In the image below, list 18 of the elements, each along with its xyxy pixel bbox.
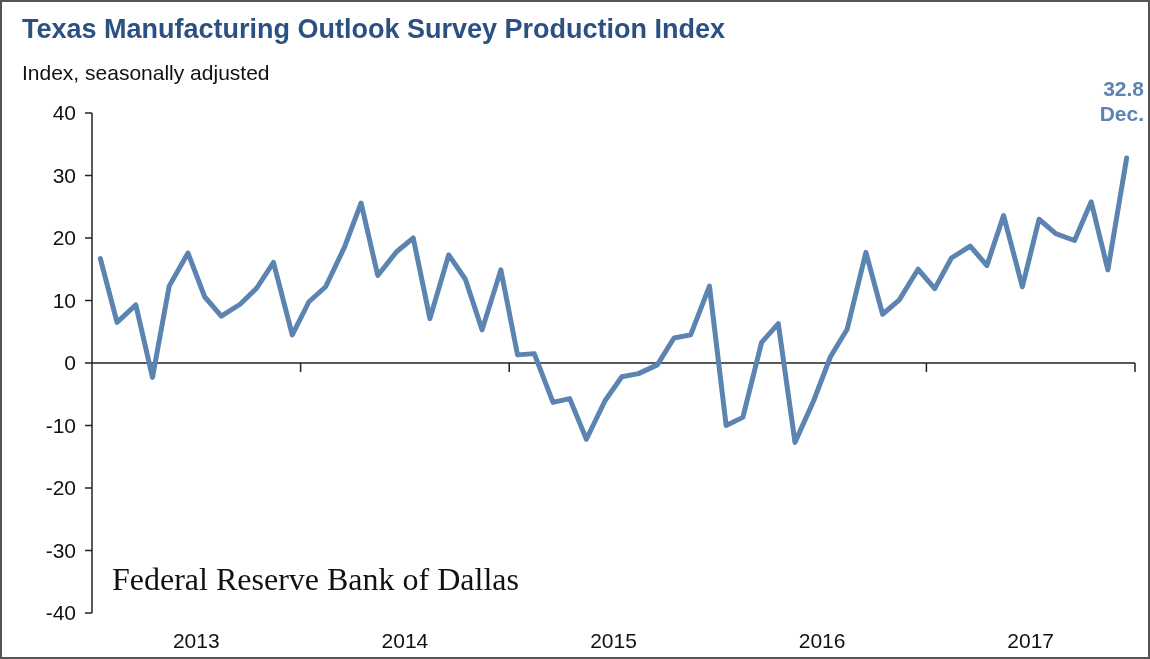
annotation: Federal Reserve Bank of Dallas: [112, 561, 519, 597]
y-tick-label: 40: [52, 101, 76, 125]
annotation: 32.8 Dec.: [1099, 77, 1145, 125]
x-tick-label: 2014: [381, 629, 429, 652]
y-tick-label: 10: [52, 288, 76, 312]
x-tick-label: 2016: [798, 629, 846, 652]
x-tick-label: 2013: [172, 629, 220, 652]
y-axis-title: Index, seasonally adjusted: [22, 61, 270, 84]
y-tick-label: 20: [52, 226, 76, 250]
y-tick-label: -30: [45, 538, 76, 562]
x-tick-label: 2017: [1007, 629, 1055, 652]
y-tick-label: 0: [64, 351, 76, 375]
x-tick-label: 2015: [590, 629, 637, 652]
y-tick-label: -20: [45, 476, 76, 500]
chart-title: Texas Manufacturing Outlook Survey Production Index: [22, 14, 726, 44]
y-tick-label: -40: [45, 601, 76, 625]
y-tick-label: 30: [52, 163, 76, 187]
y-tick-label: -10: [45, 413, 76, 437]
